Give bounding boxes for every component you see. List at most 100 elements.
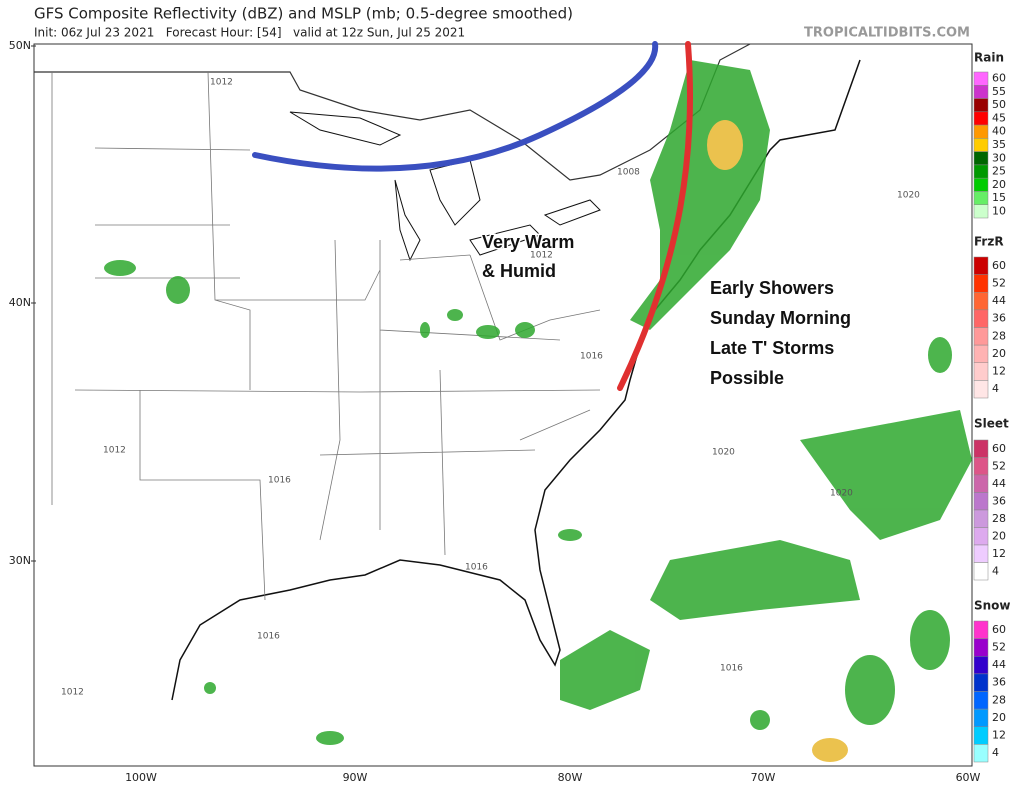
legend-label: 4 (992, 564, 999, 577)
legend-swatch (973, 309, 989, 328)
legend-swatch (973, 138, 989, 152)
legend-label: 15 (992, 191, 1006, 204)
annotation: Sunday Morning (710, 308, 851, 328)
legend-label: 60 (992, 259, 1006, 272)
legend-swatch (973, 457, 989, 476)
isobar-label: 1020 (830, 489, 853, 499)
legend-swatch (973, 177, 989, 192)
state-lines (51, 71, 601, 601)
legend-swatch (973, 544, 989, 563)
legend-label: 55 (992, 85, 1006, 98)
legend-swatch (973, 274, 989, 293)
legend-label: 12 (992, 729, 1006, 742)
legend-title: Sleet (974, 417, 1009, 431)
legend-swatch (973, 204, 989, 219)
legend-swatch (973, 111, 989, 126)
legend-label: 20 (992, 347, 1006, 360)
legend-label: 36 (992, 312, 1006, 325)
lon-label: 100W (125, 771, 157, 784)
legend-swatch (973, 256, 989, 275)
isobar-label: 1016 (257, 632, 280, 642)
legend-swatch (973, 71, 989, 86)
legend-label: 36 (992, 494, 1006, 507)
legend-title: Snow (974, 599, 1011, 613)
legend-swatch (973, 638, 989, 657)
precipitation (104, 60, 972, 762)
legend-swatch (973, 691, 989, 710)
subtitle: Init: 06z Jul 23 2021 Forecast Hour: [54… (34, 26, 465, 40)
isobar-label: 1016 (268, 476, 291, 486)
lakes (289, 111, 601, 262)
credit: TROPICALTIDBITS.COM (804, 26, 970, 41)
legend-swatch (973, 362, 989, 381)
isobar-label: 1020 (712, 448, 735, 458)
map-frame (33, 43, 973, 767)
legend-swatch (973, 98, 989, 113)
legend-swatch (973, 124, 989, 139)
legend-swatch (973, 509, 989, 528)
legend-swatch (973, 527, 989, 546)
lon-label: 80W (558, 771, 583, 784)
legend-swatch (973, 191, 989, 205)
annotation: Possible (710, 368, 784, 388)
legend-label: 44 (992, 658, 1006, 671)
legend-label: 35 (992, 138, 1006, 151)
annotation: Late T' Storms (710, 338, 834, 358)
legend-swatch (973, 380, 989, 399)
legend-label: 20 (992, 178, 1006, 191)
isobar-label: 1012 (61, 688, 84, 698)
legend-swatch (973, 673, 989, 692)
isobar-label: 1020 (897, 191, 920, 201)
legend-label: 60 (992, 623, 1006, 636)
legend-swatch (973, 726, 989, 745)
legend-label: 44 (992, 477, 1006, 490)
legend-label: 52 (992, 640, 1006, 653)
legend-label: 28 (992, 693, 1006, 706)
annotation: & Humid (482, 261, 556, 281)
legend-label: 25 (992, 165, 1006, 178)
isobar-label: 1016 (465, 563, 488, 573)
map (33, 41, 973, 767)
lat-label: 40N (9, 296, 31, 309)
legend-label: 28 (992, 512, 1006, 525)
isobar-label: 1012 (103, 446, 126, 456)
legend-label: 60 (992, 442, 1006, 455)
legend-swatch (973, 492, 989, 511)
legend-label: 52 (992, 276, 1006, 289)
isobar-label: 1016 (720, 664, 743, 674)
legend-swatch (973, 344, 989, 363)
legend-swatch (973, 164, 989, 179)
legend-label: 60 (992, 72, 1006, 85)
title: GFS Composite Reflectivity (dBZ) and MSL… (34, 5, 573, 23)
legend-title: Rain (974, 51, 1004, 65)
legend-swatch (973, 620, 989, 639)
legend-swatch (973, 744, 989, 763)
legend-label: 36 (992, 676, 1006, 689)
legend-label: 12 (992, 365, 1006, 378)
legend-swatch (973, 474, 989, 493)
isobar-label: 1012 (530, 251, 553, 261)
annotation: Very Warm (482, 232, 574, 252)
isobar-label: 1008 (617, 168, 640, 178)
legend-label: 52 (992, 459, 1006, 472)
legend-label: 30 (992, 151, 1006, 164)
legend-label: 10 (992, 204, 1006, 217)
cold-front (617, 41, 694, 391)
legend-swatch (973, 656, 989, 675)
front-line (252, 41, 659, 172)
lat-label: 30N (9, 554, 31, 567)
legend-swatch (973, 292, 989, 311)
annotation: Early Showers (710, 278, 834, 298)
legend-title: FrzR (974, 235, 1004, 249)
isobar-label: 1016 (580, 352, 603, 362)
legend-swatch (973, 327, 989, 346)
legend-label: 12 (992, 547, 1006, 560)
legend-label: 45 (992, 111, 1006, 124)
legend-label: 20 (992, 529, 1006, 542)
legend-label: 28 (992, 329, 1006, 342)
legend-label: 4 (992, 746, 999, 759)
legend-label: 40 (992, 125, 1006, 138)
lon-label: 90W (343, 771, 368, 784)
legend-label: 44 (992, 294, 1006, 307)
legend-swatch (973, 85, 989, 99)
